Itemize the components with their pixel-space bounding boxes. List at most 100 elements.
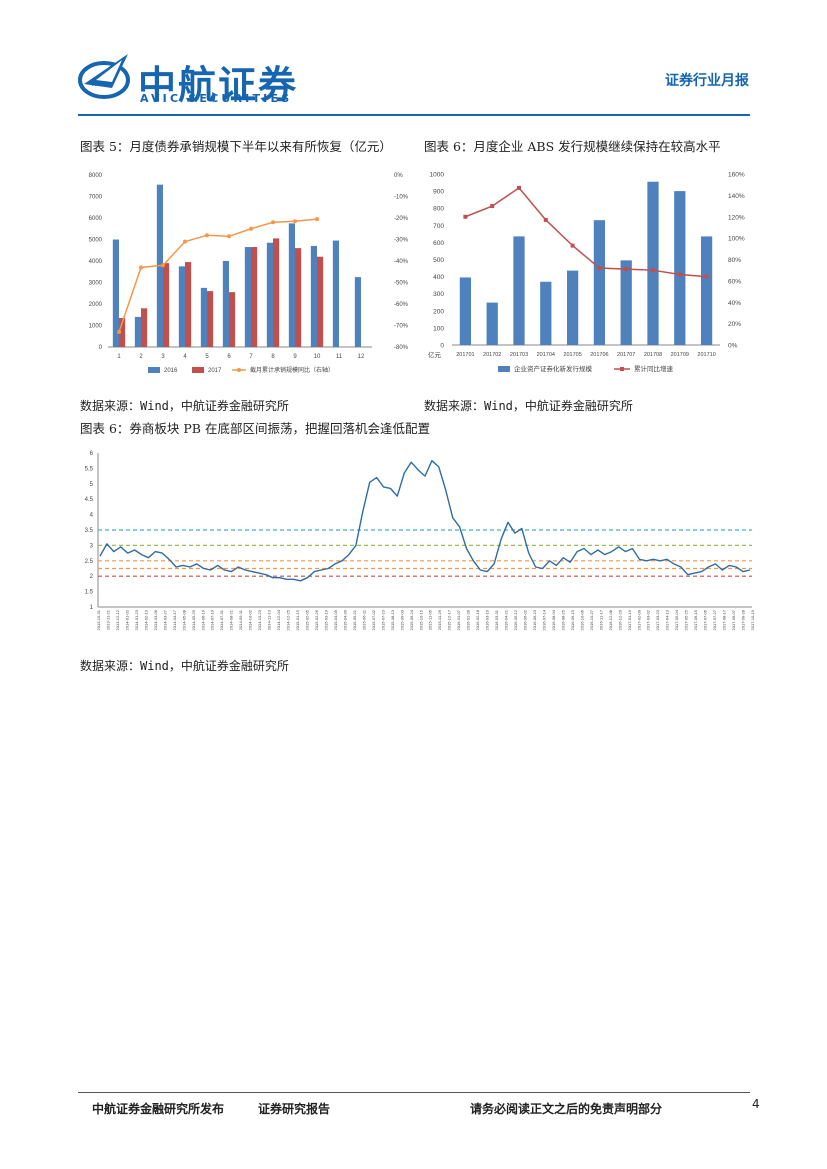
bar-abs-issuance bbox=[700, 236, 713, 345]
bar-abs-issuance bbox=[459, 277, 472, 345]
bar-2017 bbox=[273, 238, 280, 347]
footer-disclaimer: 请务必阅读正文之后的免责声明部分 bbox=[470, 1102, 663, 1116]
y2-tick-label: 0% bbox=[394, 173, 403, 179]
y-tick-label: 2000 bbox=[89, 302, 103, 308]
legend-label-growth: 累计同比增速 bbox=[634, 364, 674, 373]
x-tick-label: 2016-03-10 bbox=[485, 609, 490, 630]
x-tick-label: 2015-05-21 bbox=[352, 609, 357, 630]
growth-point bbox=[490, 204, 495, 209]
legend-label-2017: 2017 bbox=[208, 368, 222, 374]
bar-2016 bbox=[200, 287, 207, 347]
y2-tick-label: -60% bbox=[394, 302, 409, 308]
y-tick-label: 6000 bbox=[89, 216, 103, 222]
y-tick-label: 3 bbox=[90, 543, 94, 549]
y2-tick-label: 80% bbox=[728, 257, 741, 264]
y-tick-label: 1.5 bbox=[85, 590, 94, 596]
bar-2016 bbox=[266, 242, 273, 347]
y2-tick-label: 160% bbox=[728, 172, 745, 179]
x-tick-label: 6 bbox=[227, 354, 231, 360]
report-type: 证券行业月报 bbox=[665, 73, 749, 89]
x-tick-label: 2014-02-13 bbox=[143, 609, 148, 630]
legend-label-yoy: 截月累计承销规模同比（右轴） bbox=[250, 366, 334, 374]
bar-2016 bbox=[354, 277, 361, 347]
yoy-point bbox=[205, 233, 209, 238]
x-tick-label: 8 bbox=[271, 354, 275, 360]
x-tick-label: 201701 bbox=[456, 352, 474, 358]
y-tick-label: 0 bbox=[99, 345, 103, 351]
y-tick-label: 700 bbox=[433, 223, 444, 230]
y2-tick-label: -50% bbox=[394, 281, 409, 287]
x-tick-label: 7 bbox=[249, 354, 253, 360]
avic-logo-icon: AVIC bbox=[78, 54, 130, 99]
bar-2016 bbox=[332, 240, 339, 347]
x-tick-label: 2014-05-08 bbox=[181, 609, 186, 630]
x-tick-label: 2017-07-27 bbox=[712, 609, 717, 630]
x-tick-label: 2 bbox=[139, 354, 143, 360]
y-tick-label: 1 bbox=[90, 605, 94, 611]
x-tick-label: 2016-05-12 bbox=[513, 609, 518, 630]
x-tick-label: 2013-12-12 bbox=[115, 609, 120, 630]
legend-marker-yoy bbox=[237, 368, 241, 372]
footer-publisher: 中航证券金融研究所发布 bbox=[92, 1102, 225, 1116]
growth-point bbox=[677, 272, 682, 277]
yoy-point bbox=[249, 226, 253, 231]
y-tick-label: 4.5 bbox=[85, 497, 94, 503]
x-tick-label: 3 bbox=[161, 354, 165, 360]
y-tick-label: 600 bbox=[433, 240, 444, 247]
figure-6-chart: 0 100 200 300 400 500 600 700 800 900 1000 亿元 0% 20% 4… bbox=[428, 172, 745, 374]
bar-2017 bbox=[141, 308, 148, 347]
y2-tick-label: 120% bbox=[728, 214, 745, 221]
x-tick-label: 10 bbox=[314, 354, 321, 360]
bar-2017 bbox=[119, 317, 126, 347]
y-tick-label: 900 bbox=[433, 189, 444, 196]
yoy-point bbox=[271, 220, 275, 225]
y2-tick-label: -80% bbox=[394, 345, 409, 351]
x-tick-label: 2014-08-21 bbox=[229, 609, 234, 630]
yoy-point bbox=[315, 217, 319, 222]
legend-swatch-2017 bbox=[192, 367, 204, 373]
growth-point bbox=[517, 185, 521, 190]
x-tick-label: 2017-05-04 bbox=[674, 609, 679, 630]
x-tick-label: 2014-09-11 bbox=[238, 609, 243, 630]
x-tick-label: 2015-04-30 bbox=[342, 609, 347, 630]
x-tick-label: 2014-07-10 bbox=[210, 609, 215, 630]
y-tick-label: 6 bbox=[90, 451, 94, 457]
x-tick-label: 2016-07-14 bbox=[541, 609, 546, 630]
figure-5-caption: 图表 5：月度债券承销规模下半年以来有所恢复（亿元） bbox=[80, 139, 392, 154]
y-tick-label: 100 bbox=[433, 325, 444, 332]
bar-abs-issuance bbox=[647, 181, 659, 345]
y2-tick-label: -30% bbox=[394, 238, 409, 244]
x-tick-label: 201707 bbox=[617, 352, 635, 358]
yoy-point bbox=[183, 239, 187, 244]
footer-divider bbox=[78, 1092, 750, 1093]
legend-swatch-2016 bbox=[148, 367, 160, 373]
yoy-point bbox=[227, 234, 231, 239]
y2-tick-label: 140% bbox=[728, 193, 745, 200]
x-tick-label: 201703 bbox=[510, 352, 528, 358]
figure-6-source: 数据来源：Wind，中航证券金融研究所 bbox=[424, 399, 633, 413]
bar-2016 bbox=[134, 316, 141, 347]
x-tick-label: 2014-10-02 bbox=[248, 609, 253, 630]
y2-tick-label: -20% bbox=[394, 216, 409, 222]
x-tick-label: 201706 bbox=[590, 352, 608, 358]
bar-abs-issuance bbox=[674, 191, 686, 345]
x-tick-label: 2016-04-21 bbox=[504, 609, 509, 630]
x-tick-label: 9 bbox=[293, 354, 297, 360]
y-tick-label: 400 bbox=[433, 274, 444, 281]
x-tick-label: 2013-11-21 bbox=[105, 609, 110, 630]
figure-7-source: 数据来源：Wind，中航证券金融研究所 bbox=[80, 659, 289, 673]
y2-tick-label: -10% bbox=[394, 195, 409, 201]
x-tick-label: 2016-12-08 bbox=[608, 609, 613, 630]
yoy-line bbox=[118, 218, 318, 333]
y-tick-label: 8000 bbox=[89, 173, 103, 179]
bar-abs-issuance bbox=[513, 236, 525, 345]
x-tick-label: 2017-09-07 bbox=[731, 609, 736, 630]
y2-tick-label: 60% bbox=[728, 278, 741, 285]
bar-2017 bbox=[317, 256, 324, 347]
y-tick-label: 2.5 bbox=[85, 559, 94, 565]
legend-label-issuance: 企业资产证券化新发行规模 bbox=[514, 364, 593, 373]
bar-2017 bbox=[251, 247, 258, 347]
bar-abs-issuance bbox=[593, 220, 606, 345]
figure-5-chart: 0 1000 2000 3000 4000 5000 6000 7000 8000 -80% -70… bbox=[89, 173, 409, 374]
x-tick-label: 2016-08-25 bbox=[560, 609, 565, 630]
